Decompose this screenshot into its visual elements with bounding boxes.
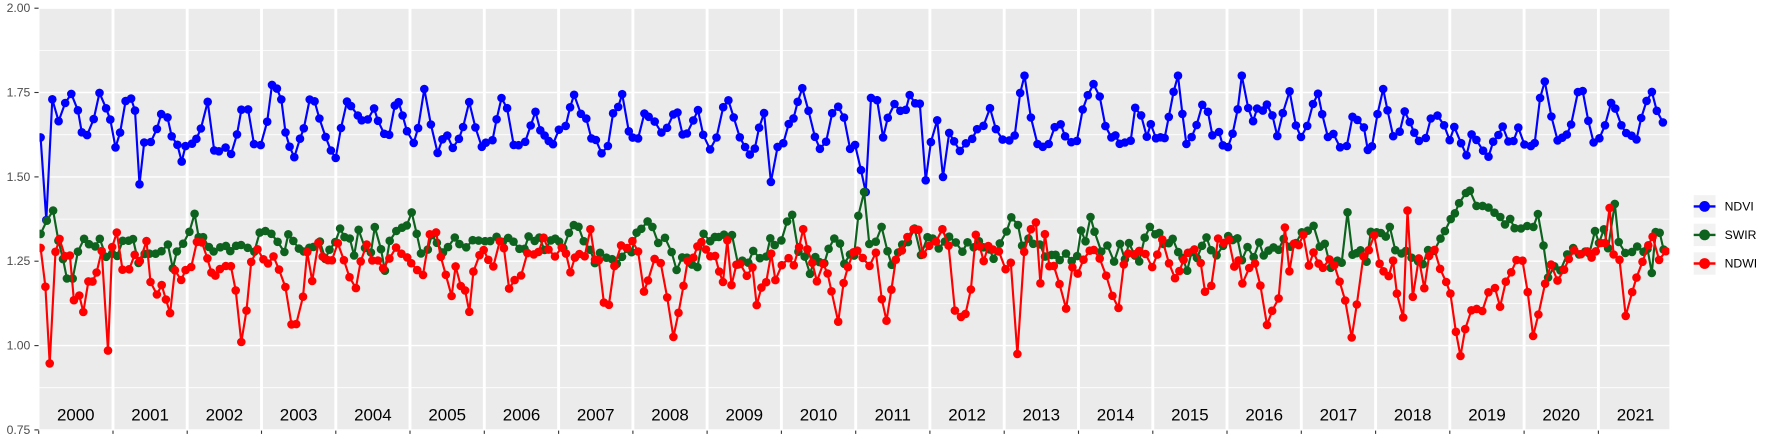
svg-text:2005: 2005 (428, 405, 466, 424)
svg-text:0.75: 0.75 (7, 423, 31, 437)
svg-text:NDVI: NDVI (1725, 199, 1754, 213)
svg-text:1.50: 1.50 (7, 170, 31, 184)
svg-text:2003: 2003 (280, 405, 318, 424)
svg-text:2001: 2001 (131, 405, 169, 424)
svg-text:1.75: 1.75 (7, 86, 31, 100)
svg-text:2007: 2007 (577, 405, 615, 424)
svg-text:2.00: 2.00 (7, 1, 31, 15)
svg-text:2016: 2016 (1245, 405, 1283, 424)
svg-text:1.25: 1.25 (7, 254, 31, 268)
svg-text:2008: 2008 (651, 405, 689, 424)
svg-text:2004: 2004 (354, 405, 392, 424)
svg-text:2010: 2010 (800, 405, 838, 424)
svg-text:2020: 2020 (1542, 405, 1580, 424)
svg-text:2011: 2011 (875, 405, 911, 424)
svg-text:1.00: 1.00 (7, 339, 31, 353)
svg-text:2017: 2017 (1320, 405, 1358, 424)
svg-text:2018: 2018 (1394, 405, 1432, 424)
svg-text:2009: 2009 (726, 405, 764, 424)
svg-text:2015: 2015 (1171, 405, 1209, 424)
svg-text:2002: 2002 (206, 405, 244, 424)
svg-text:2019: 2019 (1468, 405, 1506, 424)
svg-text:2006: 2006 (503, 405, 541, 424)
svg-text:2021: 2021 (1617, 405, 1655, 424)
svg-text:SWIR: SWIR (1725, 228, 1757, 242)
svg-text:2013: 2013 (1023, 405, 1061, 424)
svg-text:2012: 2012 (948, 405, 986, 424)
svg-text:NDWI: NDWI (1725, 257, 1758, 271)
svg-text:2014: 2014 (1097, 405, 1135, 424)
svg-text:2000: 2000 (57, 405, 95, 424)
